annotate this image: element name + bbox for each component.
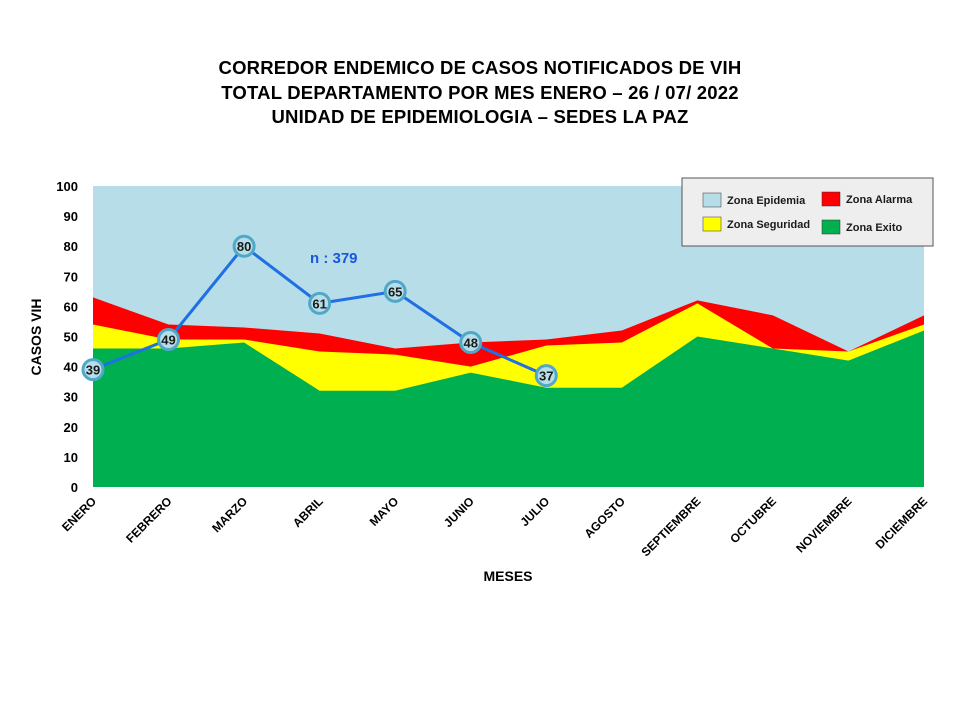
data-point-label: 49 xyxy=(161,333,175,348)
x-tick-label: FEBRERO xyxy=(123,494,174,545)
y-tick-label: 80 xyxy=(64,239,78,254)
legend-label: Zona Seguridad xyxy=(727,219,810,231)
data-point-label: 61 xyxy=(312,296,326,311)
data-point-marker xyxy=(157,328,181,352)
data-point-marker xyxy=(534,364,558,388)
data-point-marker xyxy=(383,279,407,303)
legend-swatch xyxy=(702,192,722,208)
title-line-3: UNIDAD DE EPIDEMIOLOGIA – SEDES LA PAZ xyxy=(271,106,689,127)
x-tick-label: JULIO xyxy=(518,494,553,529)
x-tick-label: MAYO xyxy=(367,494,402,529)
total-annotation: n : 379 xyxy=(310,250,358,267)
data-point-label: 48 xyxy=(463,336,477,351)
legend-label: Zona Exito xyxy=(846,222,903,234)
x-tick-label: ABRIL xyxy=(290,494,326,530)
x-tick-label: SEPTIEMBRE xyxy=(638,494,703,559)
zone-area-3 xyxy=(93,330,924,487)
data-point-marker xyxy=(81,358,105,382)
x-tick-label: AGOSTO xyxy=(581,494,628,541)
x-axis-title: MESES xyxy=(483,568,532,584)
cases-series: 39 49 80 61 65 48 37 xyxy=(81,234,558,388)
x-tick-label: OCTUBRE xyxy=(727,494,779,546)
y-axis-ticks: 0 10 20 30 40 50 60 70 80 90 100 xyxy=(56,179,78,495)
y-tick-label: 60 xyxy=(64,299,78,314)
legend-swatch xyxy=(702,216,722,232)
y-tick-label: 0 xyxy=(71,480,78,495)
title-line-1: CORREDOR ENDEMICO DE CASOS NOTIFICADOS D… xyxy=(218,57,742,78)
data-point-label: 80 xyxy=(237,239,251,254)
data-point-marker xyxy=(459,331,483,355)
data-point-label: 39 xyxy=(86,363,100,378)
y-tick-label: 30 xyxy=(64,390,78,405)
legend-swatch xyxy=(821,219,841,235)
y-tick-label: 40 xyxy=(64,360,78,375)
y-tick-label: 90 xyxy=(64,209,78,224)
data-point-marker xyxy=(308,291,332,315)
y-tick-label: 100 xyxy=(56,179,78,194)
y-axis-title: CASOS VIH xyxy=(28,298,44,375)
title-line-2: TOTAL DEPARTAMENTO POR MES ENERO – 26 / … xyxy=(221,81,739,103)
data-point-marker xyxy=(232,234,256,258)
x-tick-label: JUNIO xyxy=(441,494,477,530)
chart-title: CORREDOR ENDEMICO DE CASOS NOTIFICADOS D… xyxy=(0,56,960,130)
data-point-label: 37 xyxy=(539,369,553,384)
y-tick-label: 50 xyxy=(64,330,78,345)
y-tick-label: 20 xyxy=(64,420,78,435)
x-tick-label: DICIEMBRE xyxy=(873,494,931,552)
data-point-label: 65 xyxy=(388,284,402,299)
zone-areas xyxy=(93,186,924,487)
legend-box xyxy=(681,177,934,247)
legend-swatch xyxy=(821,191,841,207)
x-tick-label: ENERO xyxy=(59,494,99,534)
legend-label: Zona Epidemia xyxy=(727,195,806,207)
legend-label: Zona Alarma xyxy=(846,194,913,206)
x-tick-label: NOVIEMBRE xyxy=(793,494,854,555)
y-tick-label: 10 xyxy=(64,450,78,465)
y-tick-label: 70 xyxy=(64,269,78,284)
legend: Zona Epidemia Zona Alarma Zona Seguridad Zo… xyxy=(681,177,934,247)
x-axis-ticks: ENERO FEBRERO MARZO ABRIL MAYO JUNIO JULIO AGOS… xyxy=(59,494,930,559)
x-tick-label: MARZO xyxy=(209,494,250,535)
